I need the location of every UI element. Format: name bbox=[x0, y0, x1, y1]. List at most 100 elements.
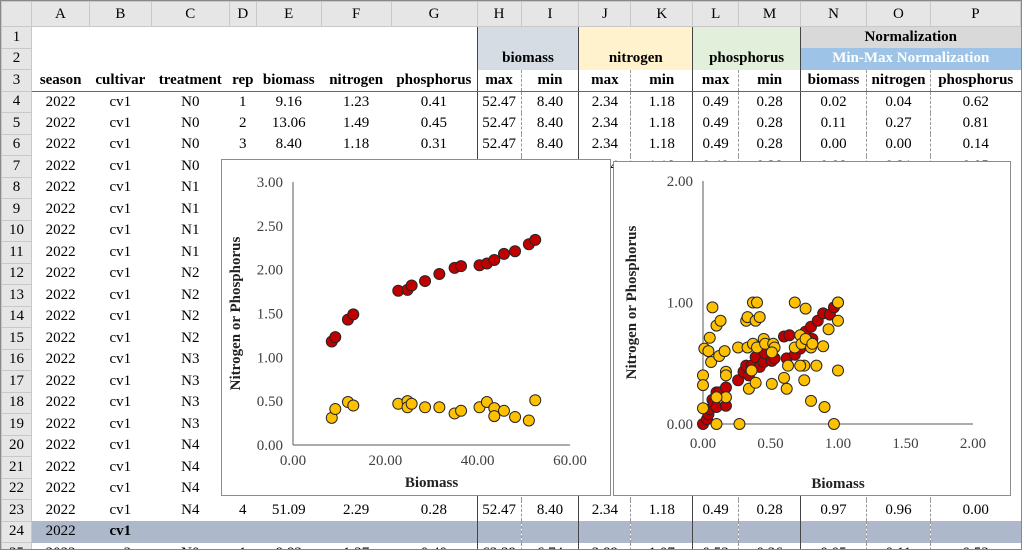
column-header-L[interactable]: L bbox=[692, 1, 740, 27]
cell-a[interactable]: 2022 bbox=[45, 351, 76, 368]
row-header[interactable]: 11 bbox=[1, 241, 32, 264]
row-header[interactable]: 6 bbox=[1, 133, 32, 156]
cell-a[interactable]: 2022 bbox=[45, 286, 76, 303]
column-header-B[interactable]: B bbox=[88, 1, 152, 27]
cell-a[interactable]: 2022 bbox=[45, 157, 76, 174]
cell-a[interactable]: 2022 bbox=[45, 200, 76, 217]
row-header[interactable]: 8 bbox=[1, 176, 32, 199]
cell-c[interactable]: N2 bbox=[181, 329, 200, 346]
cell-m[interactable]: 0.28 bbox=[738, 134, 801, 156]
cell-d[interactable]: 2 bbox=[239, 114, 247, 131]
blank-cells[interactable] bbox=[31, 48, 477, 70]
cell-c[interactable]: N4 bbox=[181, 501, 200, 518]
cell-l[interactable]: 0.49 bbox=[692, 112, 739, 134]
cell-b[interactable]: cv1 bbox=[109, 200, 132, 217]
cell-c[interactable]: N3 bbox=[181, 351, 200, 368]
cell-k[interactable]: 1.18 bbox=[630, 112, 693, 134]
cell-l[interactable]: 0.49 bbox=[692, 91, 739, 113]
cell-d[interactable] bbox=[229, 521, 257, 543]
cell-c[interactable]: N3 bbox=[181, 415, 200, 432]
biomass-group-header[interactable]: biomass bbox=[476, 48, 579, 70]
raw-scatter-chart[interactable]: 0.00 20.00 40.00 60.00 0.00 0.50 1.00 1.50 2.00 2… bbox=[221, 159, 611, 496]
cell-m[interactable]: 0.28 bbox=[738, 499, 801, 521]
cell-a[interactable]: 2022 bbox=[45, 222, 76, 239]
cell-e[interactable]: 9.16 bbox=[275, 93, 302, 110]
cell-b[interactable]: cv1 bbox=[109, 394, 132, 411]
cell-k[interactable]: 1.07 bbox=[630, 542, 693, 549]
row-header[interactable]: 7 bbox=[1, 155, 32, 178]
column-header-N[interactable]: N bbox=[800, 1, 867, 27]
cell-o[interactable]: 0.11 bbox=[865, 542, 931, 549]
cell-a[interactable]: 2022 bbox=[45, 243, 76, 260]
nitrogen-group-header[interactable]: nitrogen bbox=[578, 48, 693, 70]
cell-o[interactable] bbox=[865, 521, 931, 543]
cell-b[interactable]: cv1 bbox=[109, 136, 132, 153]
cell-e[interactable]: 13.06 bbox=[271, 114, 306, 131]
cell-b[interactable]: cv1 bbox=[89, 521, 152, 543]
column-header-M[interactable]: M bbox=[738, 1, 802, 27]
column-header-C[interactable]: C bbox=[150, 1, 230, 27]
row-header[interactable]: 9 bbox=[1, 198, 32, 221]
cell-a[interactable]: 2022 bbox=[45, 394, 76, 411]
row-header[interactable]: 5 bbox=[1, 112, 32, 135]
field-header-rep[interactable]: rep bbox=[229, 69, 257, 92]
cell-c[interactable]: N1 bbox=[181, 222, 200, 239]
cell-c[interactable]: N0 bbox=[151, 543, 229, 549]
cell-c[interactable]: N2 bbox=[181, 265, 200, 282]
cell-h[interactable]: 52.47 bbox=[476, 499, 522, 521]
cell-g[interactable]: 0.41 bbox=[420, 93, 447, 110]
field-header-treatment[interactable]: treatment bbox=[151, 69, 230, 92]
cell-j[interactable]: 2.89 bbox=[578, 542, 631, 549]
row-header[interactable]: 14 bbox=[1, 305, 32, 328]
cell-n[interactable]: 0.11 bbox=[800, 112, 867, 134]
column-header-O[interactable]: O bbox=[865, 1, 931, 27]
cell-b[interactable]: cv1 bbox=[109, 351, 132, 368]
cell-c[interactable]: N1 bbox=[181, 243, 200, 260]
cell-a[interactable]: 2022 bbox=[45, 415, 76, 432]
cell-n[interactable]: 0.05 bbox=[800, 542, 867, 549]
cell-b[interactable]: cv1 bbox=[109, 308, 132, 325]
cell-b[interactable]: cv1 bbox=[109, 458, 132, 475]
column-header-J[interactable]: J bbox=[578, 1, 632, 27]
cell-g[interactable]: 0.45 bbox=[420, 114, 447, 131]
cell-a[interactable]: 2022 bbox=[45, 308, 76, 325]
cell-g[interactable] bbox=[391, 521, 478, 543]
minmax-normalization-header[interactable]: Min-Max Normalization bbox=[800, 48, 1021, 70]
cell-b[interactable]: cv1 bbox=[109, 114, 132, 131]
cell-o[interactable]: 0.27 bbox=[865, 112, 931, 134]
cell-n[interactable]: 0.00 bbox=[800, 134, 867, 156]
cell-a[interactable]: 2022 bbox=[45, 265, 76, 282]
cell-b[interactable]: cv1 bbox=[109, 480, 132, 497]
cell-a[interactable]: 2022 bbox=[45, 329, 76, 346]
row-header[interactable]: 18 bbox=[1, 391, 32, 414]
cell-a[interactable]: 2022 bbox=[45, 480, 76, 497]
cell-c[interactable]: N0 bbox=[181, 114, 200, 131]
cell-c[interactable] bbox=[151, 521, 230, 543]
row-header[interactable]: 25 bbox=[1, 542, 32, 549]
cell-b[interactable]: cv1 bbox=[109, 329, 132, 346]
cell-c[interactable]: N0 bbox=[181, 93, 200, 110]
cell-h[interactable]: 52.47 bbox=[476, 134, 522, 156]
row-header[interactable]: 16 bbox=[1, 348, 32, 371]
cell-n[interactable] bbox=[800, 521, 867, 543]
cell-a[interactable]: 2022 bbox=[45, 372, 76, 389]
cell-c[interactable]: N1 bbox=[181, 200, 200, 217]
cell-c[interactable]: N0 bbox=[181, 136, 200, 153]
field-header-nitrogen[interactable]: nitrogen bbox=[865, 69, 931, 92]
row-header[interactable]: 15 bbox=[1, 327, 32, 350]
field-header-cultivar[interactable]: cultivar bbox=[89, 69, 152, 92]
cell-a[interactable]: 2022 bbox=[31, 521, 90, 543]
cell-f[interactable]: 1.27 bbox=[321, 543, 391, 549]
cell-b[interactable]: cv1 bbox=[109, 265, 132, 282]
field-header-max[interactable]: max bbox=[476, 69, 522, 92]
cell-i[interactable]: 8.40 bbox=[520, 112, 579, 134]
cell-p[interactable]: 0.62 bbox=[929, 91, 1021, 113]
cell-i[interactable] bbox=[520, 521, 579, 543]
column-header-P[interactable]: P bbox=[929, 1, 1021, 27]
cell-o[interactable]: 0.96 bbox=[865, 499, 931, 521]
row-header[interactable]: 21 bbox=[1, 456, 32, 479]
cell-f[interactable]: 1.49 bbox=[343, 114, 370, 131]
column-header-G[interactable]: G bbox=[390, 1, 478, 27]
cell-b[interactable]: cv1 bbox=[109, 415, 132, 432]
field-header-biomass[interactable]: biomass bbox=[256, 69, 322, 92]
